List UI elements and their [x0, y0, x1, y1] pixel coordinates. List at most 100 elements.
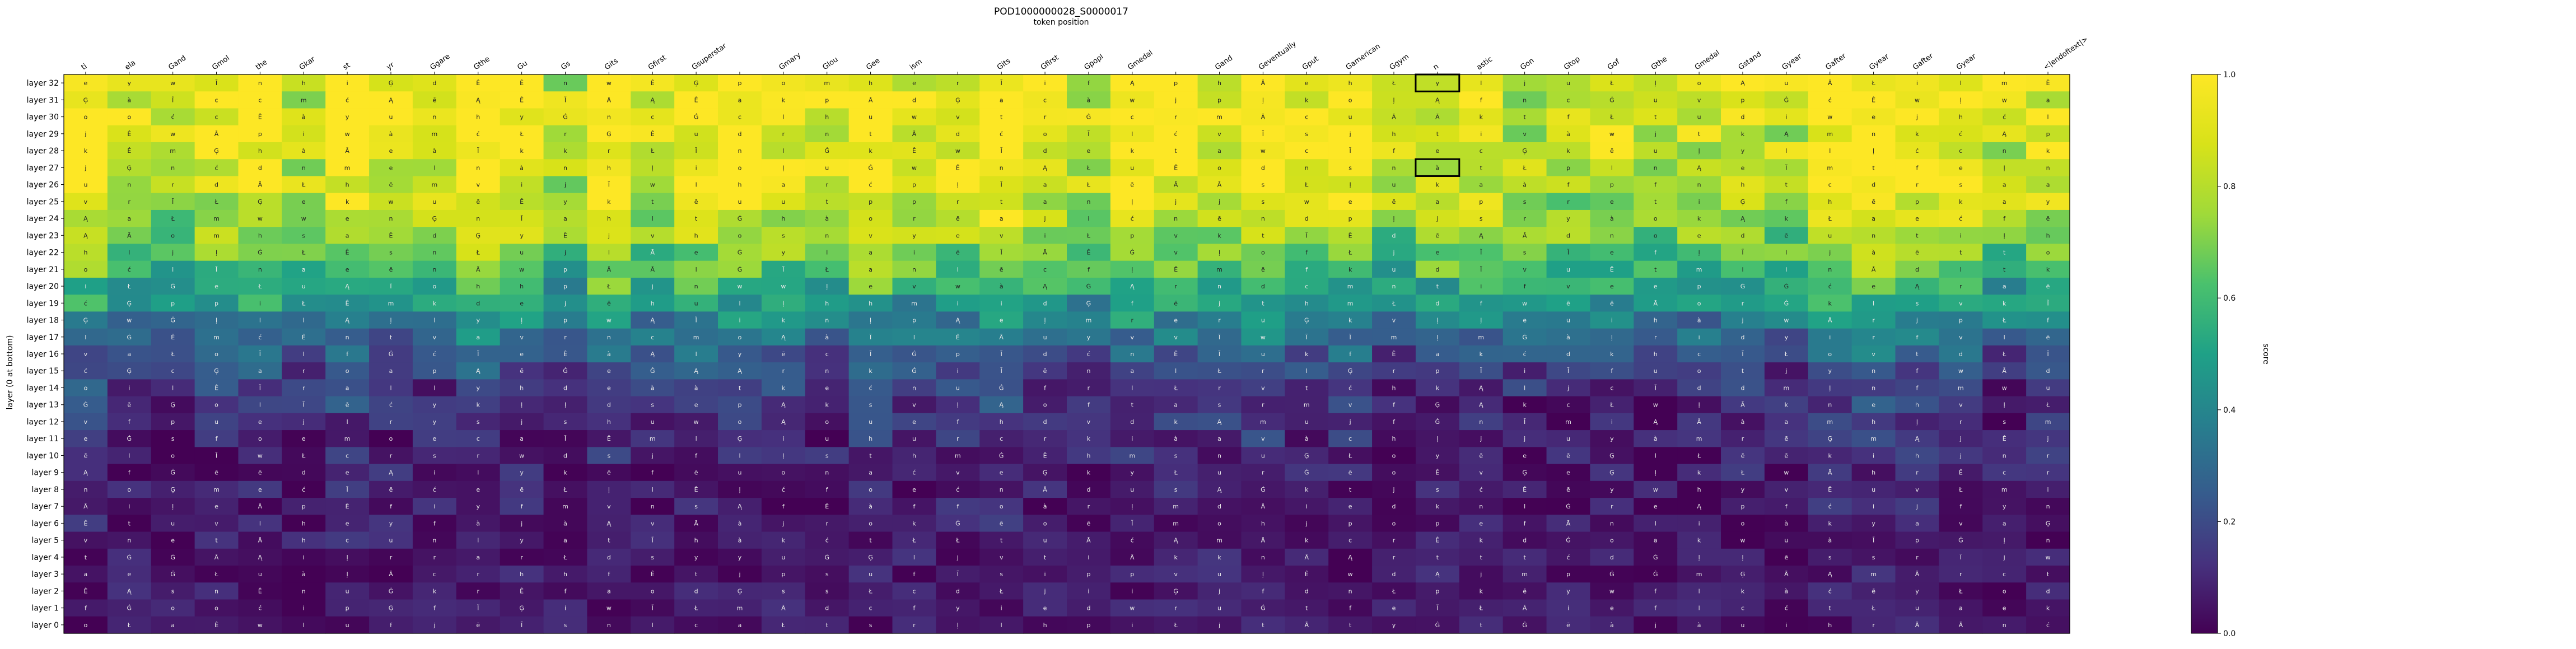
heatmap-cell-label: y [1741, 486, 1745, 493]
heatmap-cell-label: w [955, 147, 960, 155]
heatmap-cell-label: u [1261, 317, 1265, 324]
heatmap-cell [1546, 515, 1591, 533]
heatmap-cell-label: r [302, 384, 305, 391]
heatmap-cell [805, 447, 850, 465]
heatmap-cell [761, 277, 806, 295]
heatmap-cell [761, 244, 806, 262]
heatmap-cell-label: j [520, 418, 522, 426]
heatmap-cell [194, 498, 239, 515]
heatmap-cell [456, 531, 501, 549]
heatmap-cell [1502, 616, 1547, 634]
heatmap-cell [1851, 582, 1896, 600]
heatmap-cell [1067, 108, 1111, 126]
heatmap-cell-label: s [389, 249, 393, 256]
heatmap-cell-label: ć [128, 266, 131, 273]
heatmap-cell [1067, 91, 1111, 109]
heatmap-cell [412, 91, 457, 109]
heatmap-cell-label: ē [1566, 452, 1570, 459]
heatmap-cell-label: ē [1784, 452, 1788, 459]
heatmap-cell-label: y [1087, 334, 1091, 341]
heatmap-cell [1197, 498, 1242, 515]
heatmap-cell-label: k [1480, 587, 1483, 595]
heatmap-cell-label: a [2046, 181, 2050, 189]
heatmap-cell [194, 142, 239, 160]
heatmap-cell-label: Ģ [214, 367, 219, 375]
heatmap-cell [325, 464, 370, 482]
heatmap-cell [282, 260, 326, 278]
heatmap-cell-label: Ê [476, 80, 480, 87]
heatmap-cell [718, 295, 762, 312]
heatmap-cell-label: ļ [957, 401, 959, 409]
heatmap-cell [369, 193, 413, 211]
heatmap-cell [325, 413, 370, 431]
heatmap-cell-label: c [1305, 114, 1308, 121]
heatmap-cell [456, 515, 501, 533]
heatmap-cell [1154, 328, 1198, 346]
heatmap-cell [1067, 74, 1111, 92]
heatmap-cell-label: w [912, 164, 917, 171]
heatmap-cell [369, 209, 413, 227]
heatmap-cell [1459, 566, 1504, 583]
heatmap-cell-label: ē [1261, 266, 1265, 273]
heatmap-cell-label: Ą [1435, 96, 1440, 104]
heatmap-cell [1982, 548, 2027, 566]
heatmap-cell-label: i [957, 266, 959, 273]
heatmap-cell-label: i [303, 130, 305, 138]
heatmap-cell-label: k [1217, 554, 1221, 561]
heatmap-cell-label: t [390, 334, 393, 341]
heatmap-cell-label: p [912, 198, 916, 206]
heatmap-cell-label: l [696, 351, 697, 358]
heatmap-cell-label: j [2003, 554, 2005, 561]
heatmap-cell [1459, 209, 1504, 227]
heatmap-cell [1110, 413, 1155, 431]
heatmap-cell [107, 515, 152, 533]
heatmap-cell-label: e [1915, 215, 1919, 222]
heatmap-cell-label: a [346, 384, 349, 391]
heatmap-cell [1502, 176, 1547, 194]
heatmap-cell-label: h [825, 300, 829, 307]
heatmap-cell [282, 447, 326, 465]
heatmap-cell-label: u [1654, 147, 1658, 155]
heatmap-cell [848, 464, 893, 482]
heatmap-cell [282, 531, 326, 549]
heatmap-cell-label: Ġ [170, 283, 175, 290]
heatmap-cell [1067, 125, 1111, 143]
heatmap-cell-label: o [2046, 249, 2050, 256]
heatmap-cell [631, 142, 675, 160]
heatmap-cell-label: k [1828, 300, 1832, 307]
heatmap-cell-label: p [2046, 130, 2050, 138]
heatmap-cell [107, 464, 152, 482]
heatmap-cell [674, 142, 718, 160]
heatmap-cell [892, 566, 936, 583]
heatmap-cell [631, 498, 675, 515]
heatmap-cell-label: Ģ [389, 605, 394, 612]
heatmap-cell-label: Ĩ [1131, 520, 1133, 527]
heatmap-cell-label: Ą [999, 401, 1004, 409]
heatmap-cell [936, 193, 980, 211]
heatmap-cell-label: p [1740, 96, 1744, 104]
heatmap-cell-label: t [1654, 266, 1657, 273]
heatmap-cell [64, 515, 108, 533]
heatmap-cell [1241, 430, 1285, 447]
heatmap-cell [1546, 430, 1591, 447]
heatmap-cell [151, 447, 195, 465]
heatmap-cell [1721, 379, 1765, 397]
heatmap-cell [543, 566, 588, 583]
heatmap-cell [761, 260, 806, 278]
heatmap-cell-label: n [1261, 554, 1265, 561]
heatmap-cell-label: Ł [127, 622, 132, 629]
heatmap-cell-label: p [1435, 367, 1439, 375]
heatmap-cell [892, 142, 936, 160]
heatmap-cell [1895, 396, 1939, 414]
heatmap-cell-label: Ĩ [1741, 351, 1744, 358]
heatmap-cell-label: w [650, 181, 655, 189]
heatmap-cell [761, 193, 806, 211]
heatmap-cell [1895, 548, 1939, 566]
heatmap-cell-label: i [347, 80, 348, 87]
heatmap-cell-label: à [302, 147, 306, 155]
heatmap-cell-label: Ā [2002, 367, 2006, 375]
heatmap-cell [1546, 209, 1591, 227]
heatmap-cell [2026, 74, 2070, 92]
heatmap-cell-label: l [477, 469, 479, 477]
heatmap-cell [194, 616, 239, 634]
